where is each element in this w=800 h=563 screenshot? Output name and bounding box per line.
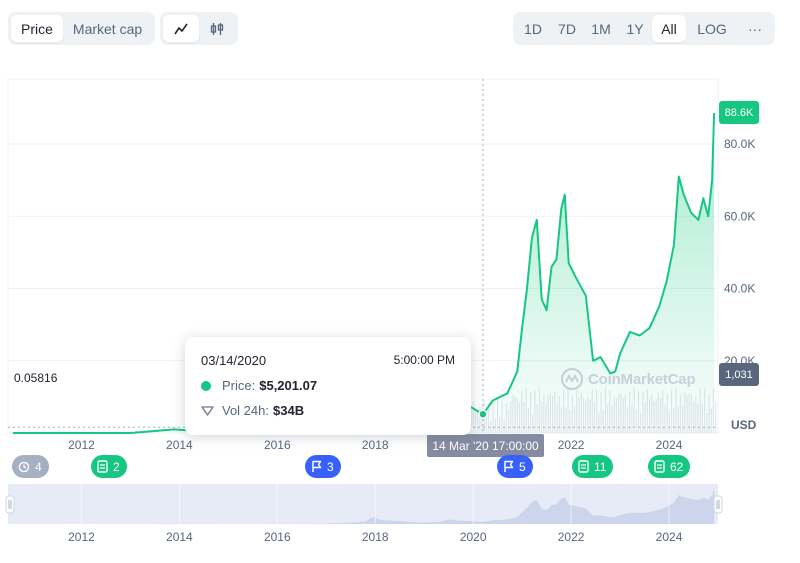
- price-marketcap-toggle: Price Market cap: [8, 12, 156, 45]
- tooltip-date: 03/14/2020: [201, 353, 267, 368]
- navigator-tick-label: 2014: [166, 530, 193, 544]
- tooltip-volume-value: $34B: [273, 403, 305, 418]
- navigator-tick-label: 2018: [362, 530, 389, 544]
- price-area: [12, 113, 715, 433]
- range-7d-button[interactable]: 7D: [558, 20, 576, 37]
- marker-count: 3: [327, 459, 334, 474]
- line-chart-button[interactable]: [163, 15, 199, 42]
- tooltip-time: 5:00:00 PM: [393, 353, 455, 367]
- y-tick-label: 40.0K: [724, 282, 755, 296]
- start-price-label: 0.05816: [14, 371, 58, 385]
- news-marker[interactable]: 62: [648, 455, 691, 478]
- line-chart-icon: [174, 23, 188, 34]
- navigator-tick-label: 2020: [460, 530, 487, 544]
- flag-icon: [504, 460, 514, 472]
- price-tab[interactable]: Price: [11, 15, 63, 42]
- range-1d-button[interactable]: 1D: [524, 20, 542, 37]
- log-scale-button[interactable]: LOG: [697, 20, 727, 37]
- y-tick-label: 60.0K: [724, 209, 755, 223]
- tooltip-price-value: $5,201.07: [259, 378, 318, 393]
- coinmarketcap-logo-icon: [560, 367, 584, 391]
- crosshair-date-label: 14 Mar '20 17:00:00: [427, 434, 544, 457]
- tooltip-price-label: Price:: [222, 378, 256, 393]
- event-marker[interactable]: 5: [497, 455, 533, 478]
- document-icon: [97, 460, 108, 473]
- x-tick-label: 2018: [362, 438, 389, 452]
- y-tick-label: 80.0K: [724, 137, 755, 151]
- x-tick-label: 2024: [656, 438, 683, 452]
- watermark-text: CoinMarketCap: [588, 370, 696, 388]
- navigator-area: [12, 487, 715, 524]
- marker-count: 4: [35, 459, 42, 474]
- current-volume-badge: 1,031: [719, 363, 759, 386]
- price-dot-icon: [201, 380, 211, 391]
- chart-type-toggle: [160, 12, 238, 45]
- current-price-badge: 88.6K: [719, 101, 759, 124]
- range-all-button[interactable]: All: [652, 15, 686, 42]
- more-options-button[interactable]: ···: [748, 20, 762, 37]
- document-icon: [578, 460, 589, 473]
- marker-count: 5: [519, 459, 526, 474]
- range-1y-button[interactable]: 1Y: [626, 20, 644, 37]
- navigator-right-handle[interactable]: [713, 495, 723, 514]
- price-tooltip: 03/14/2020 5:00:00 PM Price: $5,201.07 V…: [185, 337, 471, 435]
- flag-icon: [312, 460, 322, 472]
- marker-count: 2: [113, 459, 120, 474]
- volume-icon: [201, 405, 214, 416]
- history-icon: [18, 461, 30, 472]
- x-tick-label: 2022: [558, 438, 585, 452]
- x-tick-label: 2012: [68, 438, 95, 452]
- history-marker[interactable]: 4: [12, 455, 49, 478]
- currency-label: USD: [731, 418, 757, 432]
- market-cap-tab[interactable]: Market cap: [72, 20, 143, 37]
- news-marker[interactable]: 2: [91, 455, 127, 478]
- news-marker[interactable]: 11: [572, 455, 614, 478]
- document-icon: [654, 460, 665, 473]
- volume-bar: [715, 401, 717, 433]
- navigator-tick-label: 2022: [558, 530, 585, 544]
- candlestick-button[interactable]: [199, 15, 235, 42]
- x-tick-label: 2014: [166, 438, 193, 452]
- range-selector: 1D 7D 1M 1Y All LOG ···: [513, 12, 775, 45]
- coinmarketcap-watermark: CoinMarketCap: [560, 367, 696, 391]
- candlestick-icon: [210, 22, 224, 35]
- marker-count: 11: [594, 459, 607, 474]
- navigator-left-handle[interactable]: [5, 495, 15, 514]
- navigator-tick-label: 2016: [264, 530, 291, 544]
- tooltip-volume-label: Vol 24h:: [222, 403, 269, 418]
- x-tick-label: 2016: [264, 438, 291, 452]
- event-marker[interactable]: 3: [305, 455, 341, 478]
- hover-point: [478, 409, 488, 419]
- navigator-tick-label: 2012: [68, 530, 95, 544]
- marker-count: 62: [670, 459, 684, 474]
- range-1m-button[interactable]: 1M: [591, 20, 611, 37]
- navigator-tick-label: 2024: [656, 530, 683, 544]
